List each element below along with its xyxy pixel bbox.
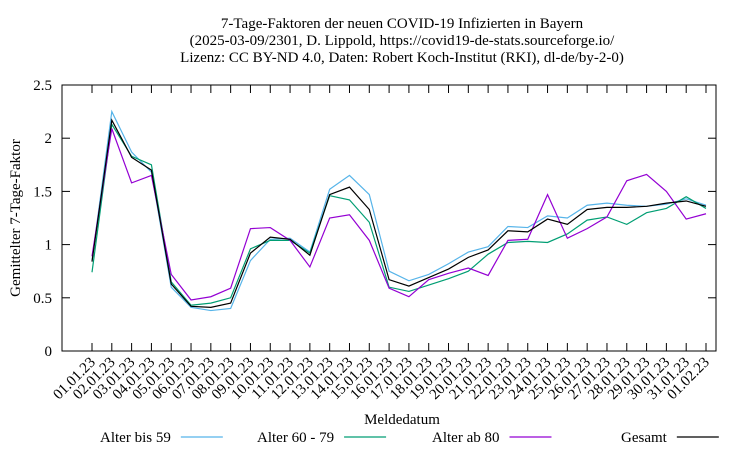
legend-label: Alter ab 80 — [432, 430, 499, 446]
y-tick-label: 2.5 — [33, 78, 52, 94]
legend-label: Alter bis 59 — [100, 430, 171, 446]
series-line — [91, 122, 707, 306]
chart-title: (2025-03-09/2301, D. Lippold, https://co… — [190, 33, 615, 49]
y-tick-label: 0.5 — [33, 291, 52, 307]
y-axis-label: Gemittelter 7-Tage-Faktor — [8, 139, 24, 297]
series-line — [91, 118, 707, 308]
series-line — [91, 109, 707, 312]
series-line — [91, 128, 707, 301]
y-tick-label: 0 — [45, 344, 53, 360]
chart-title: 7-Tage-Faktoren der neuen COVID-19 Infiz… — [221, 16, 584, 32]
y-tick-label: 1 — [45, 238, 53, 254]
chart-title: Lizenz: CC BY-ND 4.0, Daten: Robert Koch… — [180, 50, 624, 66]
legend-label: Gesamt — [621, 430, 668, 446]
y-tick-label: 1.5 — [33, 184, 52, 200]
y-tick-label: 2 — [45, 131, 53, 147]
x-axis-label: Meldedatum — [364, 412, 440, 428]
legend-label: Alter 60 - 79 — [257, 430, 334, 446]
